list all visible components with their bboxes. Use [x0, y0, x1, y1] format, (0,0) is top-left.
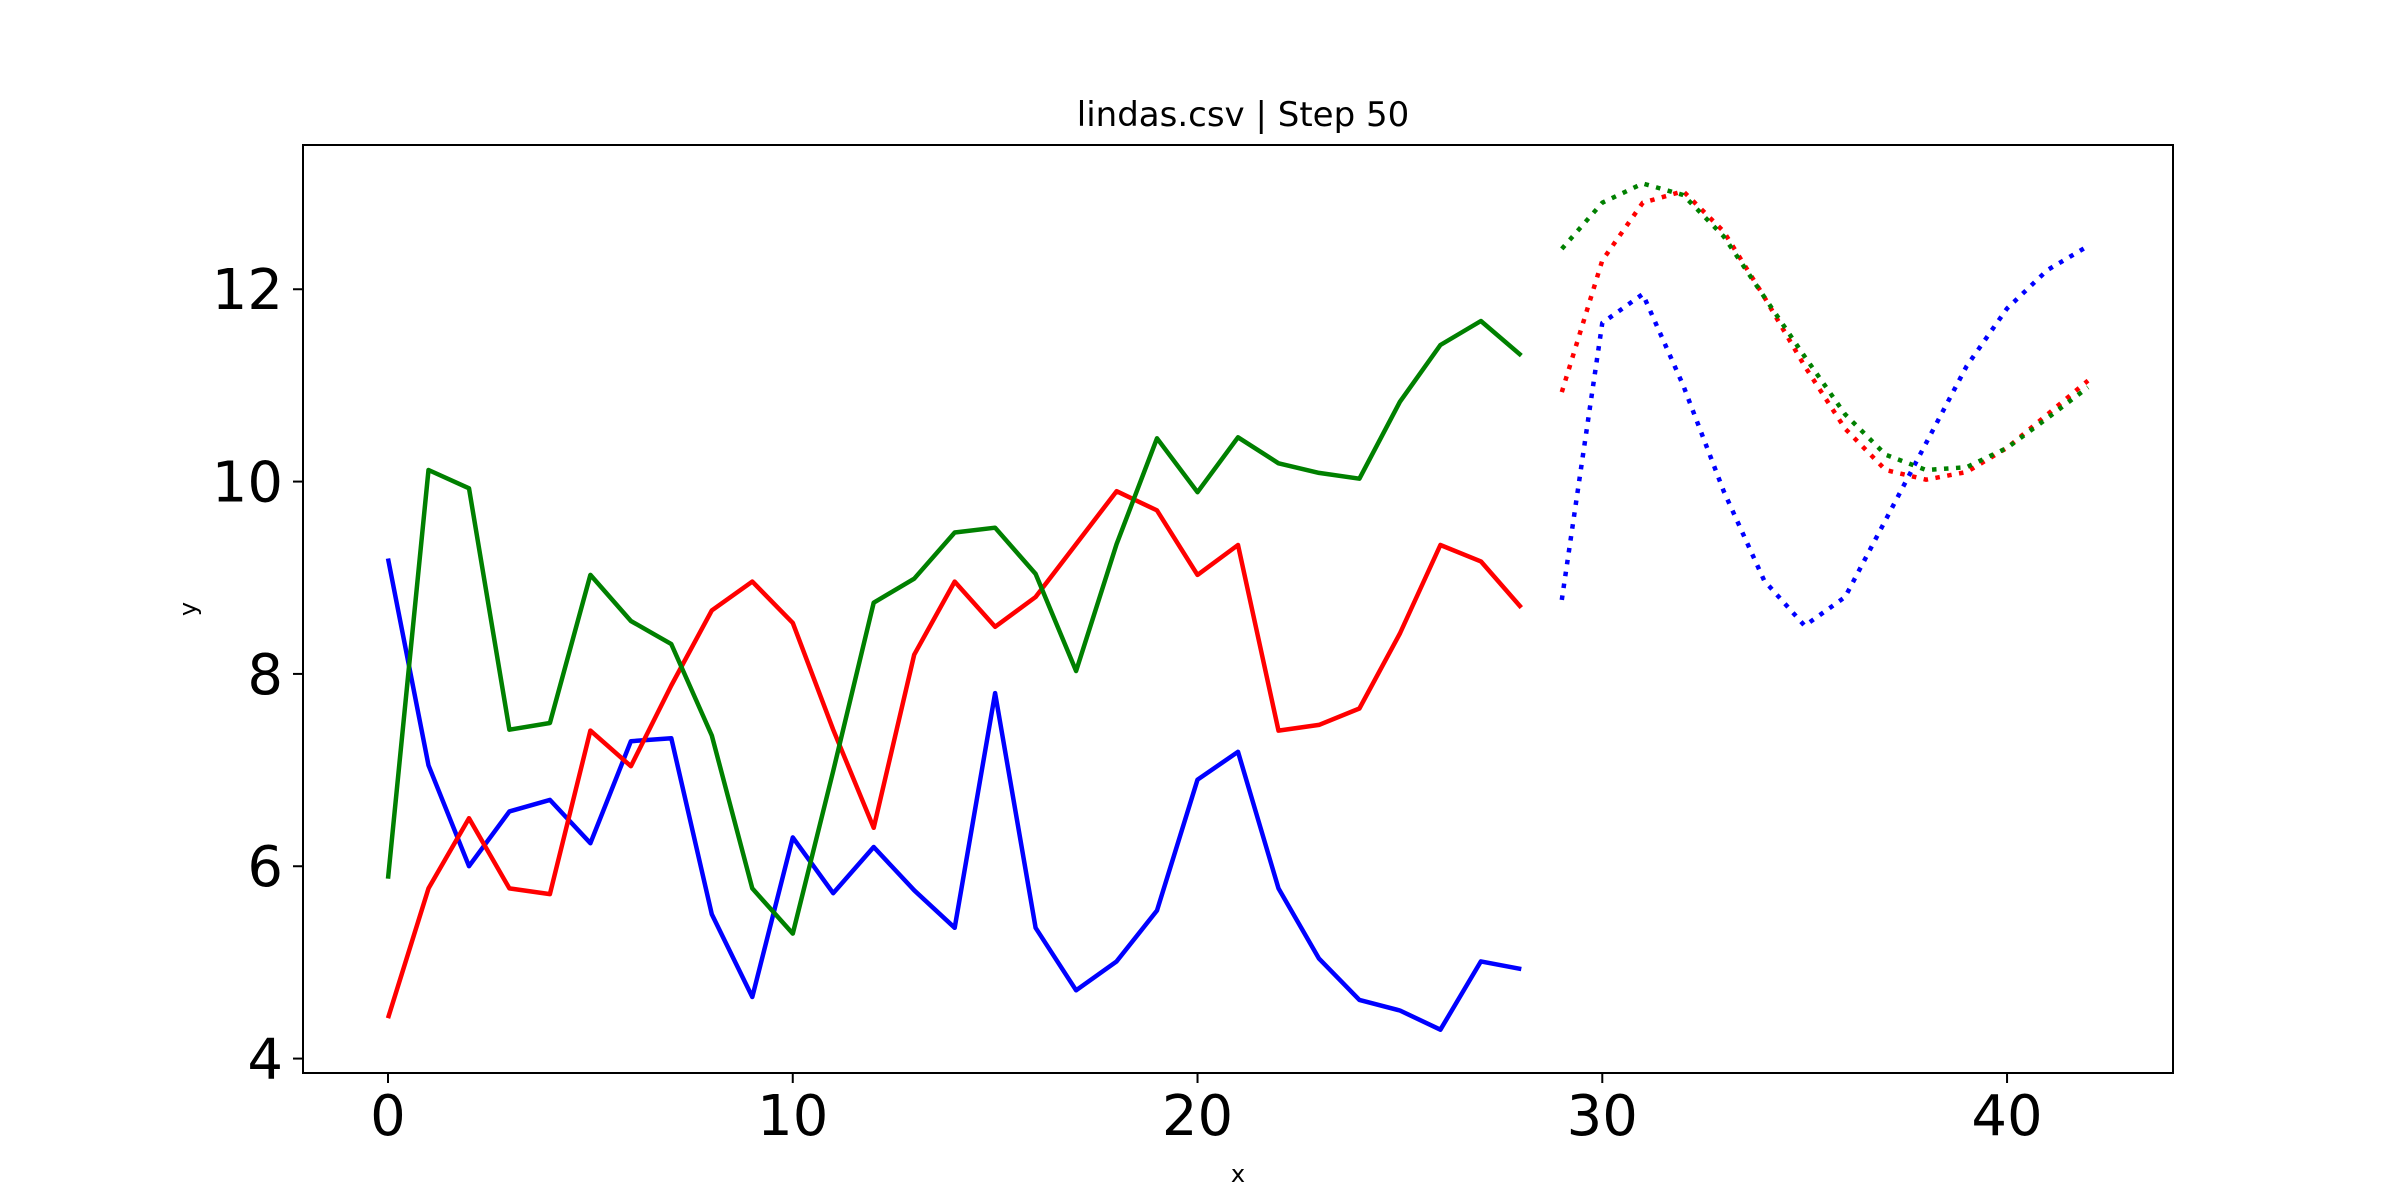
- x-axis-ticks: 0 10 20 30 40: [370, 1073, 2043, 1149]
- x-tick-label: 10: [757, 1084, 828, 1149]
- series-line-2: [385, 488, 1523, 1019]
- y-tick-label: 6: [247, 835, 283, 900]
- x-tick-label: 20: [1162, 1084, 1233, 1149]
- x-tick-label: 30: [1567, 1084, 1638, 1149]
- series-line-6: [1560, 181, 2090, 473]
- y-tick-label: 8: [247, 643, 283, 708]
- series-line-3: [385, 318, 1523, 936]
- y-tick-label: 10: [212, 451, 283, 516]
- y-axis-ticks: 4 6 8 10 12: [212, 258, 303, 1093]
- chart-title: lindas.csv | Step 50: [1077, 95, 1409, 135]
- series-layer: [385, 181, 2090, 1032]
- y-tick-label: 12: [212, 258, 283, 323]
- series-line-1: [385, 558, 1522, 1032]
- x-axis-label: x: [1231, 1160, 1245, 1188]
- y-axis-label: y: [174, 602, 202, 616]
- series-line-4: [1559, 244, 2090, 629]
- series-line-5: [1559, 188, 2090, 482]
- x-tick-label: 40: [1971, 1084, 2042, 1149]
- x-tick-label: 0: [370, 1084, 406, 1149]
- y-tick-label: 4: [247, 1028, 283, 1093]
- plot-frame: [302, 144, 2174, 1074]
